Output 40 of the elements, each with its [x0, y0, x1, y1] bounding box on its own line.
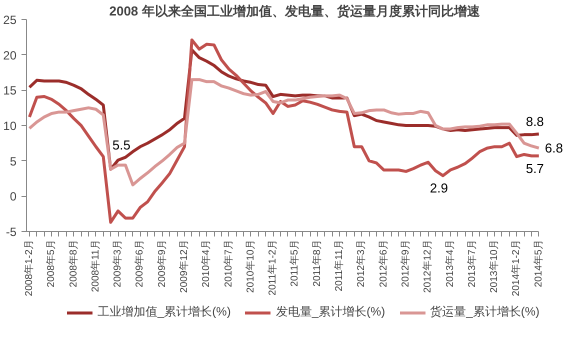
y-tick-label: 15 [3, 84, 17, 98]
legend-label: 货运量_累计增长(%) [430, 304, 540, 320]
x-tick-label: 2012年12月 [422, 239, 434, 293]
x-tick-label: 2010年7月 [222, 239, 234, 288]
data-label: 6.8 [544, 140, 563, 156]
data-label: 2.9 [430, 180, 448, 196]
x-tick-label: 2013年4月 [444, 239, 456, 288]
x-tick-label: 2011年5月 [288, 239, 301, 287]
x-tick-label: 2009年3月 [112, 239, 124, 288]
x-tick-label: 2014年5月 [532, 239, 544, 288]
x-tick-label: 2009年9月 [156, 239, 168, 288]
x-tick-label: 2011年1-2月 [266, 239, 279, 296]
x-tick-label: 2010年10月 [244, 239, 256, 293]
y-tick-label: 25 [3, 13, 17, 27]
x-tick-label: 2011年11月 [333, 239, 346, 292]
y-tick-label: 20 [3, 48, 17, 62]
x-tick-label: 2013年7月 [466, 239, 478, 288]
x-tick-label: 2008年5月 [45, 239, 58, 288]
data-label: 5.7 [526, 160, 544, 176]
data-label: 8.8 [526, 114, 544, 129]
x-tick-label: 2014年1-2月 [510, 239, 522, 296]
x-tick-label: 2012年3月 [355, 239, 368, 288]
legend-label: 工业增加值_累计增长(%) [97, 304, 231, 320]
x-tick-label: 2009年12月 [178, 239, 190, 293]
x-tick-label: 2013年10月 [488, 239, 500, 293]
x-tick-label: 2008年8月 [67, 239, 80, 288]
data-label: 5.5 [112, 137, 130, 152]
legend-label: 发电量_累计增长(%) [276, 304, 386, 320]
x-tick-label: 2008年11月 [89, 239, 102, 292]
y-tick-label: -5 [6, 225, 17, 239]
x-tick-label: 2008年1-2月 [22, 239, 35, 296]
chart-title: 2008 年以来全国工业增加值、发电量、货运量月度累计同比增速 [109, 4, 481, 18]
y-tick-label: 5 [10, 154, 17, 168]
x-tick-label: 2011年8月 [310, 239, 323, 287]
y-tick-label: 0 [10, 190, 17, 204]
x-tick-label: 2010年4月 [200, 239, 212, 288]
x-tick-label: 2012年6月 [377, 239, 390, 288]
y-tick-label: 10 [3, 119, 17, 133]
x-tick-label: 2012年9月 [399, 239, 412, 288]
x-tick-label: 2009年6月 [134, 239, 146, 288]
